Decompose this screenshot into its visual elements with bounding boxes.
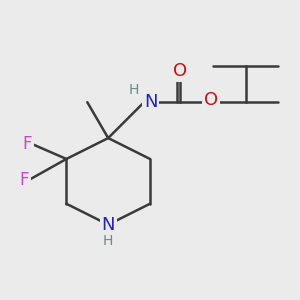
Text: F: F	[22, 135, 32, 153]
Text: H: H	[103, 234, 113, 248]
Text: H: H	[128, 83, 139, 97]
Text: N: N	[101, 216, 115, 234]
Text: O: O	[173, 62, 187, 80]
Text: O: O	[204, 91, 218, 109]
Text: N: N	[144, 93, 158, 111]
Text: F: F	[20, 171, 29, 189]
